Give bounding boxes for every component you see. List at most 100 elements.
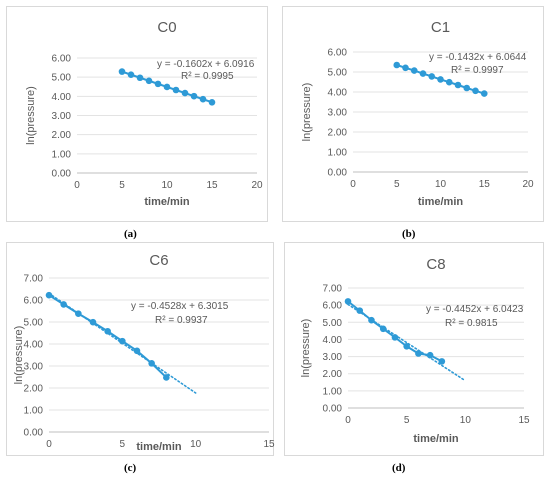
chart-panel-c1: 0.00 1.00 2.00 3.00 4.00 5.00 6.00 0 5 10 15 20 C1 ti…	[282, 6, 544, 222]
y-tick-label: 3.00	[328, 108, 348, 119]
y-tick-label: 5.00	[328, 68, 348, 79]
x-axis-label: time/min	[144, 196, 190, 208]
data-point	[393, 61, 401, 69]
x-tick-label: 10	[460, 415, 472, 426]
y-tick-label: 0.00	[52, 169, 72, 180]
y-tick-label: 2.00	[323, 369, 343, 380]
data-point	[428, 73, 436, 80]
y-tick-label: 0.00	[328, 168, 348, 179]
r-squared-label: R² = 0.9937	[155, 315, 208, 326]
chart-panel-c6: 0.00 1.00 2.00 3.00 4.00 5.00 6.00 7.00 0 5 10 15 C6…	[6, 242, 275, 456]
chart-panel-c0: 0.00 1.00 2.00 3.00 4.00 5.00 6.00 0 5 10 15 20 C0 ti…	[6, 6, 268, 222]
x-tick-label: 15	[518, 415, 530, 426]
data-point	[437, 76, 444, 83]
x-tick-label: 5	[394, 179, 400, 190]
x-tick-label: 0	[46, 439, 52, 450]
data-point	[463, 84, 471, 92]
data-point	[454, 81, 462, 89]
y-tick-label: 0.00	[24, 428, 44, 439]
x-tick-label: 15	[206, 180, 218, 191]
x-axis-label: time/min	[413, 433, 459, 445]
data-point	[118, 68, 126, 75]
x-axis-label: time/min	[136, 441, 182, 453]
data-point	[181, 89, 189, 97]
x-tick-label: 0	[350, 179, 356, 190]
data-point	[391, 334, 399, 341]
data-point	[154, 80, 162, 88]
trendline-equation: y = -0.1432x + 6.0644	[429, 52, 527, 63]
chart-c8-svg: 0.00 1.00 2.00 3.00 4.00 5.00 6.00 7.00 0 5 10 15 C8…	[300, 256, 530, 445]
chart-c0-svg: 0.00 1.00 2.00 3.00 4.00 5.00 6.00 0 5 10 15 20 C0 ti…	[25, 19, 263, 208]
y-tick-label: 6.00	[24, 296, 44, 307]
y-axis-label: ln(pressure)	[301, 83, 313, 142]
x-tick-label: 0	[74, 180, 80, 191]
data-point	[445, 78, 453, 86]
data-point	[480, 90, 488, 97]
chart-title: C1	[431, 19, 450, 36]
chart-title: C8	[426, 256, 445, 273]
y-axis-label: ln(pressure)	[13, 326, 25, 385]
y-tick-label: 3.00	[24, 362, 44, 373]
x-tick-label: 0	[345, 415, 351, 426]
y-tick-label: 1.00	[52, 149, 72, 160]
y-axis-label: ln(pressure)	[300, 319, 312, 378]
y-tick-label: 7.00	[323, 284, 343, 295]
y-tick-label: 5.00	[52, 73, 72, 84]
y-tick-label: 0.00	[323, 404, 343, 415]
y-tick-label: 3.00	[52, 111, 72, 122]
r-squared-label: R² = 0.9815	[445, 318, 498, 329]
y-tick-label: 1.00	[328, 148, 348, 159]
y-tick-label: 5.00	[24, 318, 44, 329]
y-tick-label: 4.00	[52, 92, 72, 103]
chart-c6-svg: 0.00 1.00 2.00 3.00 4.00 5.00 6.00 7.00 0 5 10 15 C6…	[13, 252, 275, 453]
y-tick-label: 4.00	[328, 88, 348, 99]
trendline-equation: y = -0.4528x + 6.3015	[131, 301, 229, 312]
y-tick-label: 6.00	[323, 301, 343, 312]
x-tick-label: 20	[251, 180, 263, 191]
x-tick-label: 15	[479, 179, 491, 190]
y-tick-label: 4.00	[323, 335, 343, 346]
data-point	[344, 298, 352, 305]
data-point	[190, 92, 198, 100]
x-tick-label: 5	[120, 439, 126, 450]
trendline-equation: y = -0.4452x + 6.0423	[426, 304, 524, 315]
y-tick-label: 5.00	[323, 318, 343, 329]
data-point	[119, 337, 126, 345]
data-point	[104, 327, 111, 335]
data-point	[89, 318, 97, 326]
trendline-equation: y = -0.1602x + 6.0916	[157, 59, 255, 70]
x-tick-label: 10	[161, 180, 173, 191]
x-tick-label: 20	[522, 179, 534, 190]
data-point	[148, 360, 155, 367]
data-point	[75, 310, 82, 317]
x-tick-label: 5	[404, 415, 410, 426]
data-point	[199, 95, 207, 103]
data-point	[127, 71, 135, 78]
y-tick-label: 2.00	[328, 128, 348, 139]
data-point	[415, 350, 422, 357]
r-squared-label: R² = 0.9997	[451, 65, 504, 76]
x-tick-label: 15	[263, 439, 275, 450]
data-point	[379, 325, 387, 333]
x-axis-label: time/min	[418, 196, 464, 208]
chart-title: C6	[149, 252, 168, 269]
x-tick-label: 10	[190, 439, 202, 450]
data-point	[172, 86, 180, 94]
r-squared-label: R² = 0.9995	[181, 71, 234, 82]
data-point	[145, 77, 153, 85]
panel-label-b: (b)	[402, 228, 416, 240]
panel-label-d: (d)	[392, 462, 406, 474]
y-tick-label: 1.00	[323, 386, 343, 397]
chart-title: C0	[157, 19, 176, 36]
y-tick-label: 2.00	[24, 384, 44, 395]
data-point	[163, 83, 171, 91]
y-axis-label: ln(pressure)	[25, 86, 37, 145]
data-point	[163, 374, 170, 381]
chart-panel-c8: 0.00 1.00 2.00 3.00 4.00 5.00 6.00 7.00 0 5 10 15 C8…	[284, 242, 544, 456]
data-point	[368, 316, 375, 324]
data-point	[438, 358, 446, 365]
y-tick-label: 3.00	[323, 352, 343, 363]
y-tick-label: 6.00	[52, 54, 72, 65]
y-tick-label: 1.00	[24, 406, 44, 417]
data-point	[426, 351, 434, 359]
